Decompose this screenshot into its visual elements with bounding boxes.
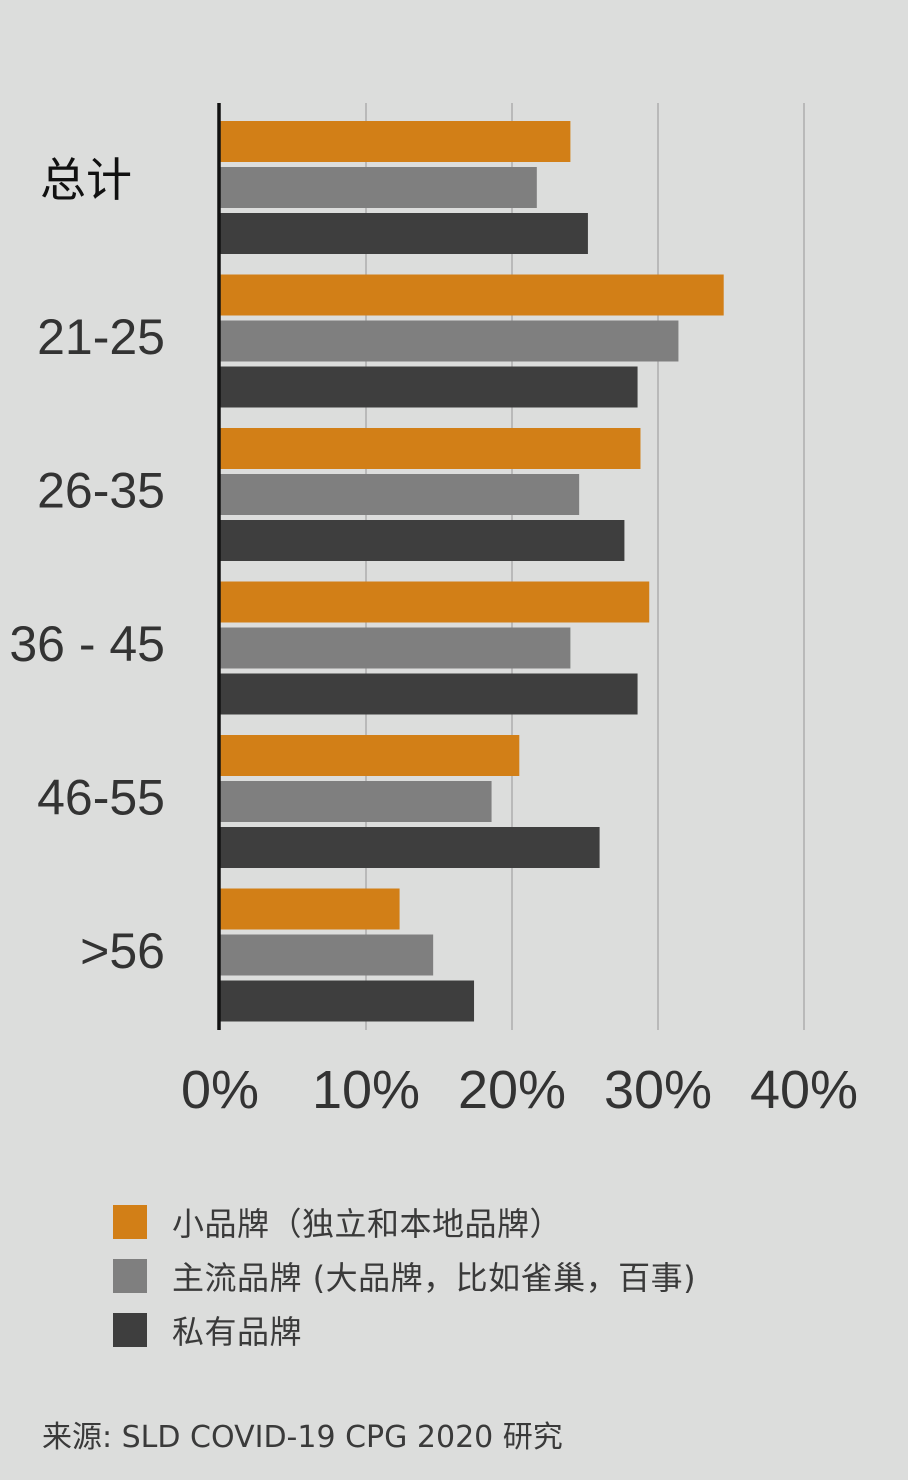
bar [220, 627, 571, 669]
legend-swatch [113, 1259, 147, 1293]
x-tick-label: 40% [750, 1060, 858, 1120]
bar [220, 581, 650, 623]
bar [220, 673, 638, 715]
gridlines [365, 103, 805, 1030]
legend: 小品牌（独立和本地品牌） 主流品牌 (大品牌，比如雀巢，百事) 私有品牌 [113, 1195, 696, 1357]
legend-item-mainstream-brands: 主流品牌 (大品牌，比如雀巢，百事) [113, 1249, 696, 1303]
bar [220, 274, 724, 316]
bar [220, 934, 434, 976]
bar [220, 121, 571, 162]
legend-swatch [113, 1205, 147, 1239]
legend-item-private-label: 私有品牌 [113, 1303, 696, 1357]
bar [220, 888, 400, 930]
bar [220, 781, 492, 822]
bar [220, 320, 679, 362]
legend-swatch [113, 1313, 147, 1347]
legend-label: 私有品牌 [172, 1313, 303, 1351]
category-label: 26-35 [37, 463, 165, 519]
bars [220, 121, 724, 1022]
category-label: 21-25 [37, 309, 165, 365]
legend-label: 主流品牌 (大品牌，比如雀巢，百事) [172, 1259, 697, 1297]
bar [220, 167, 537, 208]
x-tick-label: 20% [458, 1060, 566, 1120]
category-label: >56 [80, 923, 165, 979]
x-tick-label: 30% [604, 1060, 712, 1120]
category-label: 总计 [40, 153, 132, 207]
bar [220, 366, 638, 408]
bar [220, 827, 600, 868]
category-label: 46-55 [37, 770, 165, 826]
bar [220, 520, 625, 561]
legend-label: 小品牌（独立和本地品牌） [172, 1205, 563, 1243]
bar [220, 735, 520, 776]
x-tick-label: 0% [181, 1060, 259, 1120]
x-tick-label: 10% [312, 1060, 420, 1120]
bar [220, 474, 580, 515]
source-note: 来源: SLD COVID-19 CPG 2020 研究 [42, 1420, 563, 1455]
legend-item-small-brands: 小品牌（独立和本地品牌） [113, 1195, 696, 1249]
bar [220, 980, 475, 1022]
bar [220, 428, 641, 469]
bar [220, 213, 588, 254]
labels: 0% 10% 20% 30% 40% 总计 21-25 26-35 36 - 45 46-55 >5… [9, 153, 858, 1120]
category-label: 36 - 45 [9, 616, 165, 672]
